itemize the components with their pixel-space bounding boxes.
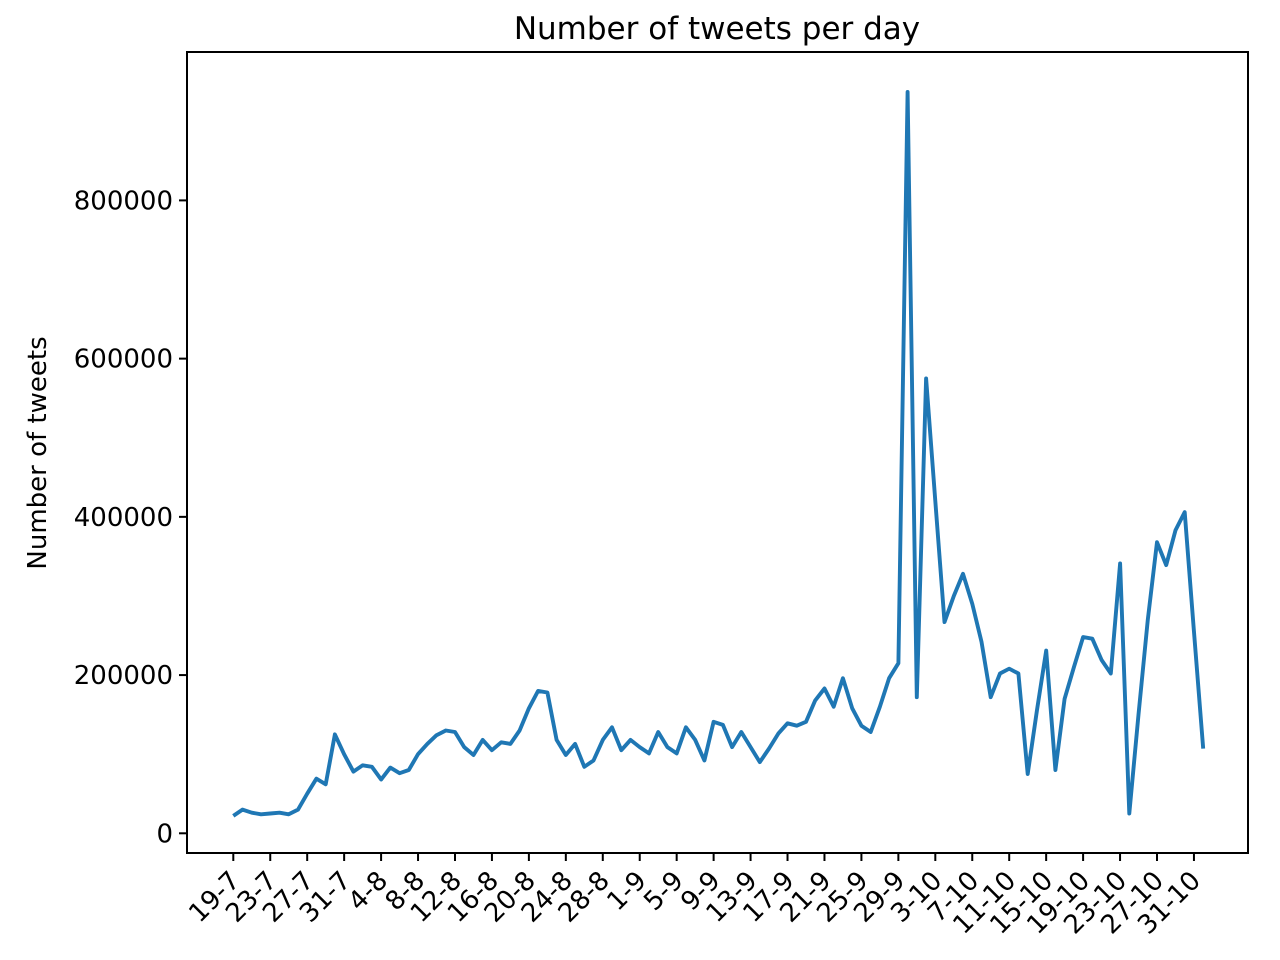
y-axis-label: Number of tweets [23,336,53,569]
chart-title: Number of tweets per day [514,11,920,47]
y-tick-label: 600000 [74,345,173,375]
x-axis: 19-723-727-731-74-88-812-816-820-824-828… [183,853,1207,940]
y-tick-label: 0 [156,819,173,849]
y-axis: 0 200000 400000 600000 800000 [74,186,187,849]
tweet-count-line-series [232,90,1206,818]
y-tick-label: 400000 [74,503,173,533]
plot-border [186,51,1249,854]
y-tick-label: 200000 [74,661,173,691]
y-tick-label: 800000 [74,186,173,216]
